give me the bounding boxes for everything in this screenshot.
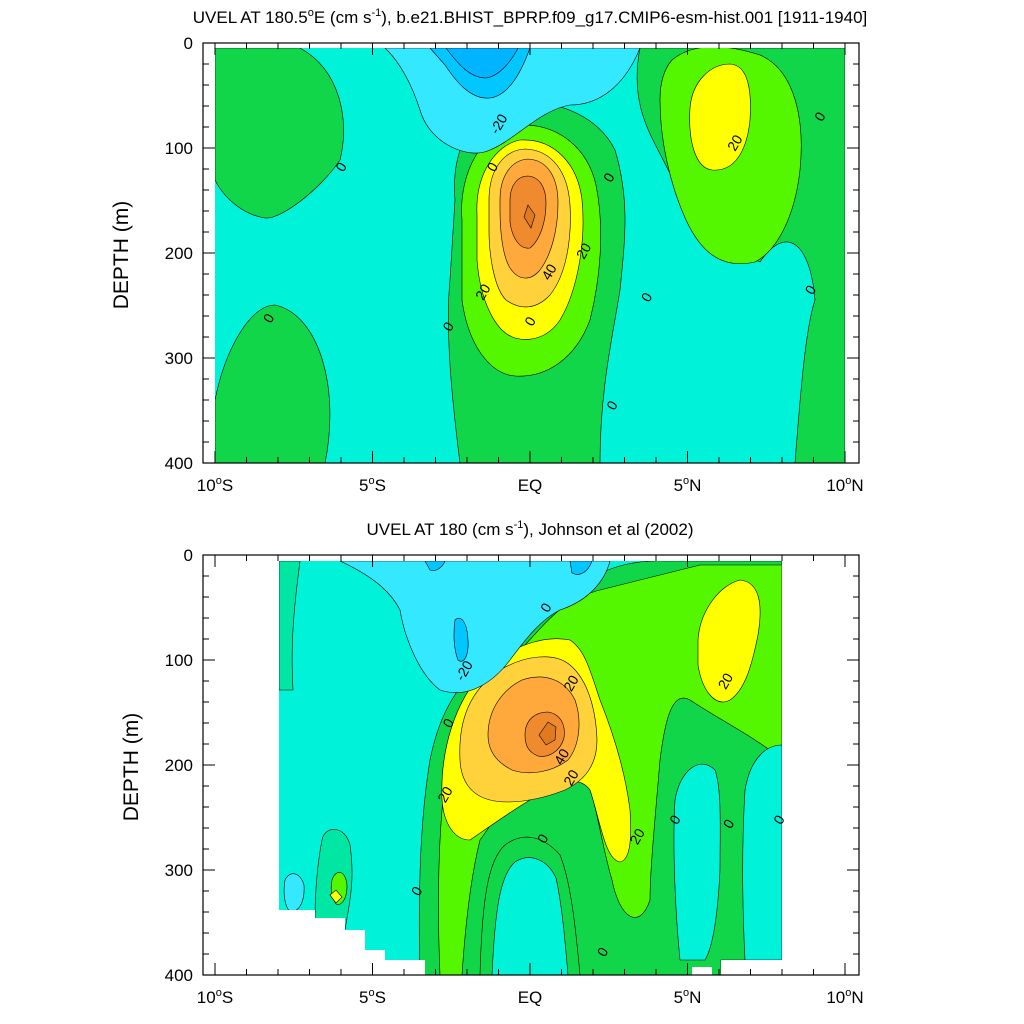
contour-region-obs-sec-minus20-b xyxy=(424,561,446,571)
contour-field-model xyxy=(215,45,845,463)
panel-title-observations: UVEL AT 180 (cm s-1), Johnson et al (200… xyxy=(367,519,694,539)
contour-region-model-sec-minus10 xyxy=(384,47,641,154)
contour-region-model-euc-core xyxy=(523,204,536,229)
x-tick-label: 10oN xyxy=(826,475,863,495)
contour-field-observations xyxy=(279,561,782,975)
y-axis-label-observations: DEPTH (m) xyxy=(120,713,143,822)
contour-label: 40 xyxy=(551,746,573,768)
x-tick-label: 10oS xyxy=(197,475,233,495)
y-tick-label: 0 xyxy=(184,546,193,565)
contour-region-model-necc-20 xyxy=(689,63,751,171)
contour-label: 20 xyxy=(434,783,456,805)
contour-region-model-sw-lower xyxy=(215,304,331,463)
x-tick-label: EQ xyxy=(518,476,543,495)
contour-region-obs-deep-cyan xyxy=(491,857,569,975)
x-tick-label: 5oS xyxy=(359,475,386,495)
x-tick-label: 5oN xyxy=(674,475,702,495)
contour-label: 40 xyxy=(538,261,560,283)
y-tick-label: 100 xyxy=(165,139,193,158)
panel-title-model: UVEL AT 180.5oE (cm s-1), b.e21.BHIST_BP… xyxy=(193,7,868,27)
contour-region-obs-sec-minus20-c xyxy=(569,561,593,575)
contour-region-model-sec-minus30 xyxy=(445,47,519,79)
y-axis-label-model: DEPTH (m) xyxy=(110,201,133,310)
y-tick-label: 0 xyxy=(184,34,193,53)
contour-region-obs-west-blue xyxy=(283,873,305,913)
y-tick-label: 400 xyxy=(165,454,193,473)
contour-label: 20 xyxy=(724,132,746,154)
contour-label: 20 xyxy=(560,672,582,694)
x-tick-label: 10oS xyxy=(197,987,233,1007)
y-tick-label: 200 xyxy=(165,756,193,775)
contour-region-obs-necc-20 xyxy=(697,579,761,703)
contour-region-obs-sw-tiny xyxy=(329,889,343,904)
x-tick-label: EQ xyxy=(518,988,543,1007)
y-tick-label: 300 xyxy=(165,349,193,368)
x-tick-label: 5oS xyxy=(359,987,386,1007)
panel-observations: UVEL AT 180 (cm s-1), Johnson et al (200… xyxy=(120,519,864,1007)
x-tick-label: 10oN xyxy=(826,987,863,1007)
x-tick-label: 5oN xyxy=(674,987,702,1007)
contour-region-model-sw-upper xyxy=(215,47,344,219)
panel-model: UVEL AT 180.5oE (cm s-1), b.e21.BHIST_BP… xyxy=(110,7,867,495)
y-tick-label: 400 xyxy=(165,966,193,985)
contour-label: 20 xyxy=(626,825,648,847)
contour-label: 20 xyxy=(714,670,736,692)
contour-region-obs-sec-minus10 xyxy=(339,561,611,693)
contour-label: 20 xyxy=(573,240,595,262)
y-tick-label: 100 xyxy=(165,651,193,670)
contour-label: 20 xyxy=(472,281,494,303)
contour-region-obs-euc-core xyxy=(538,721,557,746)
contour-region-obs-east-pool-2 xyxy=(742,744,782,961)
contour-label: 20 xyxy=(560,767,582,789)
y-tick-label: 200 xyxy=(165,244,193,263)
missing-data-notch-observations xyxy=(692,967,712,975)
contour-region-obs-west-green xyxy=(279,561,301,691)
y-tick-label: 300 xyxy=(165,861,193,880)
missing-data-mask-observations xyxy=(215,555,845,975)
contour-region-obs-east-pool-1 xyxy=(673,763,721,961)
contour-region-obs-sec-minus20-a xyxy=(453,617,469,662)
